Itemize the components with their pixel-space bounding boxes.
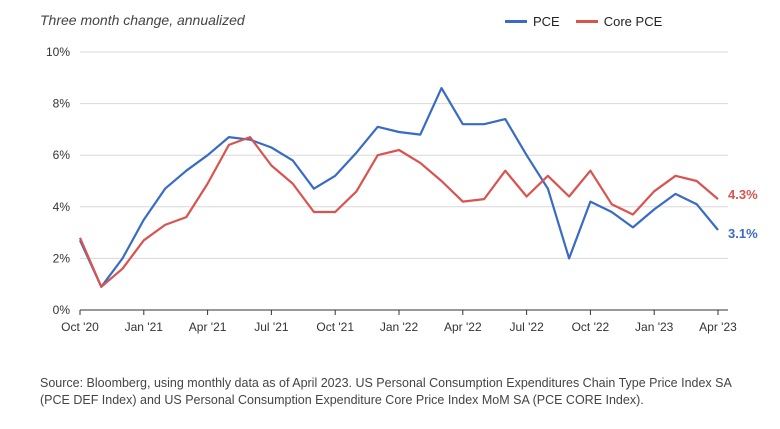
- x-tick-label: Oct '20: [61, 320, 99, 334]
- x-tick-label: Jan '21: [125, 320, 164, 334]
- x-tick-label: Jan '23: [635, 320, 674, 334]
- y-tick-label: 6%: [53, 148, 71, 162]
- x-tick-label: Oct '21: [316, 320, 354, 334]
- legend-label-core-pce: Core PCE: [603, 14, 663, 29]
- x-tick-label: Jul '22: [509, 320, 544, 334]
- end-labels: 3.1% 4.3%: [728, 187, 758, 241]
- source-note: Source: Bloomberg, using monthly data as…: [40, 376, 732, 407]
- y-tick-label: 10%: [46, 45, 70, 59]
- x-tick-label: Jan '22: [380, 320, 419, 334]
- series-line-core-pce: [78, 136, 719, 288]
- legend-item-pce: PCE: [505, 14, 560, 29]
- y-tick-label: 2%: [53, 251, 71, 265]
- x-tick-label: Apr '21: [189, 320, 227, 334]
- line-chart: 0% 2% 4% 6% 8% 10% Oct '20 Jan '21 Apr '21 Jul '…: [46, 45, 758, 334]
- end-label-core-pce: 4.3%: [728, 187, 758, 202]
- x-tick-label: Apr '23: [699, 320, 737, 334]
- y-tick-label: 4%: [53, 200, 71, 214]
- x-tick-label: Oct '22: [572, 320, 610, 334]
- legend-swatch-pce: [505, 20, 527, 23]
- y-tick-label: 8%: [53, 97, 71, 111]
- end-label-pce: 3.1%: [728, 226, 758, 241]
- y-tick-label: 0%: [53, 303, 71, 317]
- legend-item-core-pce: Core PCE: [575, 14, 663, 29]
- series-lines: [78, 86, 719, 288]
- x-axis: Oct '20 Jan '21 Apr '21 Jul '21 Oct '21 Jan '…: [61, 309, 737, 334]
- series-line-pce: [78, 86, 719, 288]
- x-tick-label: Jul '21: [254, 320, 289, 334]
- y-axis: 0% 2% 4% 6% 8% 10%: [46, 45, 70, 317]
- gridlines: [80, 51, 728, 259]
- chart-subtitle: Three month change, annualized: [40, 12, 245, 28]
- chart-legend: PCE Core PCE: [505, 14, 662, 29]
- x-tick-label: Apr '22: [444, 320, 482, 334]
- legend-label-pce: PCE: [533, 14, 560, 29]
- legend-swatch-core-pce: [575, 20, 598, 23]
